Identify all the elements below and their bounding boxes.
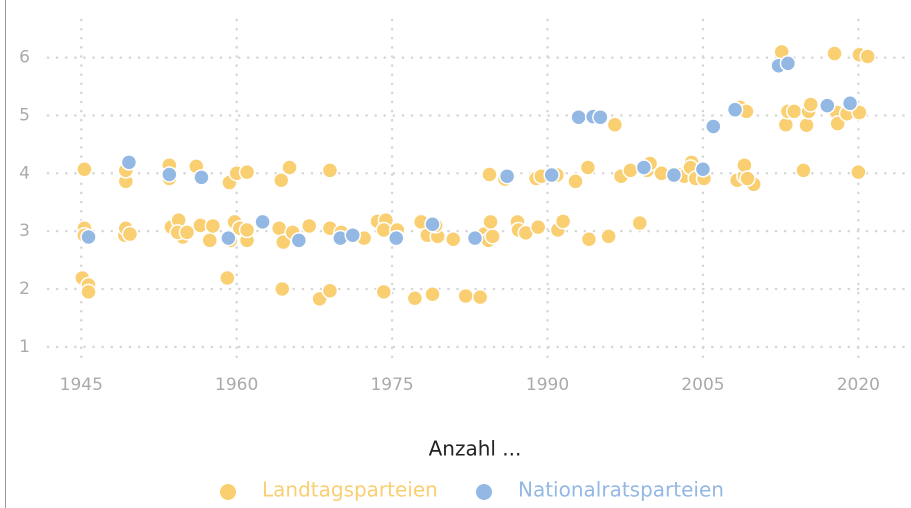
point: [272, 171, 290, 189]
point: [726, 101, 744, 118]
y-tick-label: 1: [19, 337, 30, 357]
point: [444, 231, 462, 248]
point: [219, 269, 236, 287]
point: [471, 288, 489, 306]
point: [529, 218, 547, 236]
point: [204, 217, 222, 235]
point: [777, 116, 795, 133]
point: [238, 163, 256, 181]
x-tick-label: 1990: [526, 375, 569, 395]
point: [274, 280, 291, 298]
point: [841, 95, 859, 112]
point: [635, 159, 653, 176]
x-tick-label: 2005: [681, 375, 724, 395]
point: [321, 282, 339, 299]
point: [543, 166, 560, 184]
point: [580, 231, 598, 248]
x-tick-label: 1975: [370, 375, 413, 395]
point: [201, 232, 218, 249]
point: [826, 45, 843, 62]
point: [281, 159, 298, 176]
point: [178, 224, 196, 241]
point: [606, 116, 624, 133]
point: [579, 159, 597, 176]
y-tick-label: 4: [19, 163, 30, 183]
x-tick-label: 2020: [837, 375, 880, 395]
point: [375, 283, 393, 301]
point: [736, 156, 753, 174]
point: [705, 118, 722, 135]
point: [120, 154, 138, 171]
point: [321, 162, 339, 179]
point: [622, 162, 639, 179]
point: [570, 108, 587, 126]
point: [850, 163, 867, 181]
point: [193, 169, 210, 186]
point: [802, 96, 819, 113]
legend-label: Nationalratsparteien: [518, 478, 724, 502]
point: [829, 115, 846, 132]
point: [498, 167, 516, 185]
point: [300, 217, 318, 235]
y-tick-label: 6: [19, 48, 30, 68]
y-tick-label: 5: [19, 105, 30, 125]
legend-title: Anzahl ...: [429, 437, 522, 461]
legend-marker: [476, 484, 492, 500]
point: [254, 213, 271, 231]
point: [161, 166, 178, 183]
point: [457, 287, 474, 305]
point: [424, 215, 441, 233]
point: [819, 97, 836, 114]
point: [481, 166, 498, 183]
point: [739, 170, 756, 187]
legend-label: Landtagsparteien: [262, 478, 438, 502]
point: [600, 228, 617, 245]
point: [270, 220, 288, 237]
point: [80, 228, 97, 246]
point: [859, 48, 876, 65]
point: [76, 161, 93, 178]
y-tick-label: 2: [19, 279, 30, 299]
point: [220, 229, 237, 247]
point: [694, 161, 712, 178]
point: [795, 162, 812, 179]
legend-marker: [220, 484, 236, 500]
point: [290, 232, 308, 249]
point: [567, 173, 584, 190]
point: [238, 221, 256, 239]
point: [665, 166, 683, 184]
point: [80, 283, 97, 301]
x-tick-label: 1945: [60, 375, 103, 395]
point: [388, 229, 405, 247]
point: [785, 103, 803, 120]
point: [121, 225, 139, 243]
point: [484, 228, 501, 245]
x-tick-label: 1960: [215, 375, 258, 395]
point: [631, 214, 648, 232]
point: [592, 108, 609, 126]
point: [406, 290, 424, 307]
y-tick-label: 3: [19, 221, 30, 241]
point: [779, 55, 797, 72]
point: [424, 285, 441, 303]
point: [466, 229, 484, 247]
point: [344, 226, 361, 244]
point: [554, 213, 572, 230]
point: [482, 213, 499, 231]
point: [798, 117, 815, 134]
